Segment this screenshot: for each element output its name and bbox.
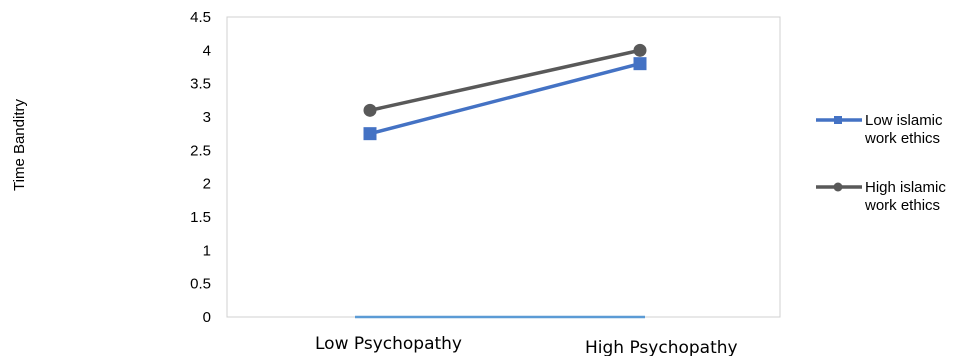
y-tick-label: 1 xyxy=(203,242,211,259)
x-category-label: Low Psychopathy xyxy=(315,334,462,354)
series-group xyxy=(363,43,647,141)
data-point xyxy=(363,127,377,141)
legend-label: Low islamic work ethics xyxy=(864,112,943,147)
y-tick-label: 0 xyxy=(203,309,211,326)
y-tick-label: 4.5 xyxy=(190,9,211,26)
y-tick-label: 0.5 xyxy=(190,276,211,293)
x-category-label: High Psychopathy xyxy=(585,338,738,356)
y-axis-label: Time Banditry xyxy=(11,99,28,191)
data-point xyxy=(363,103,377,117)
y-axis-ticks: 0 0.5 1 1.5 2 2.5 3 3.5 4 4.5 xyxy=(190,9,211,326)
legend-marker xyxy=(834,116,842,124)
y-tick-label: 1.5 xyxy=(190,209,211,226)
series-line xyxy=(369,48,641,113)
y-tick-label: 3 xyxy=(203,109,211,126)
series-line xyxy=(369,61,641,136)
x-axis-categories: Low Psychopathy High Psychopathy xyxy=(315,334,738,356)
legend-label: High islamic work ethics xyxy=(864,179,946,214)
y-tick-label: 3.5 xyxy=(190,76,211,93)
data-point xyxy=(633,43,647,57)
y-tick-label: 4 xyxy=(203,42,211,59)
legend: Low islamic work ethics High islamic work e… xyxy=(816,112,946,214)
legend-marker xyxy=(833,182,843,192)
y-tick-label: 2.5 xyxy=(190,142,211,159)
plot-area-border xyxy=(226,16,781,318)
y-tick-label: 2 xyxy=(203,176,211,193)
data-point xyxy=(633,57,647,71)
